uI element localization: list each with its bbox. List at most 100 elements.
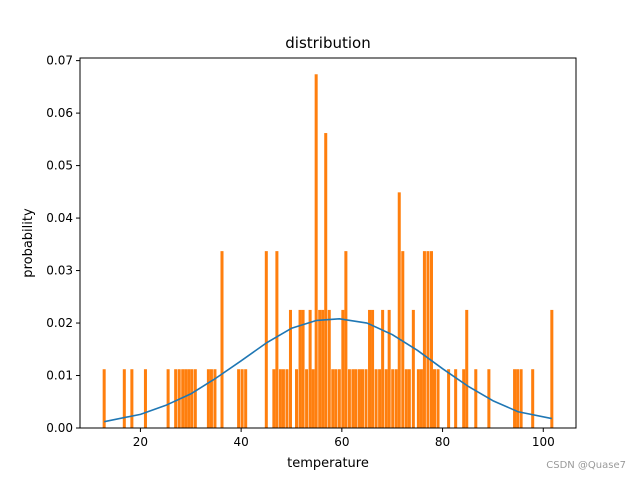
histogram-bar	[384, 369, 388, 428]
histogram-bar	[166, 369, 170, 428]
histogram-bar	[429, 251, 433, 428]
x-tick-label: 80	[435, 435, 450, 449]
histogram-bar	[220, 251, 224, 428]
histogram-bar	[381, 309, 385, 428]
histogram-bar	[308, 309, 312, 428]
histogram-bar	[213, 369, 217, 428]
histogram-bar	[416, 369, 420, 428]
histogram-bar	[181, 369, 185, 428]
histogram-bar	[419, 369, 423, 428]
histogram-bar	[288, 309, 292, 428]
histogram-bar	[281, 369, 285, 428]
histogram-bar	[432, 369, 437, 428]
y-tick-label: 0.02	[46, 316, 73, 330]
histogram-bar	[209, 369, 213, 428]
histogram-bar	[436, 369, 440, 428]
y-tick-label: 0.03	[46, 264, 73, 278]
y-axis-ticks: 0.00 0.01 0.02 0.03 0.04 0.05 0.06 0.07	[46, 54, 80, 435]
y-tick-label: 0.00	[46, 421, 73, 435]
histogram-bar	[364, 369, 368, 428]
histogram-bar	[454, 369, 458, 428]
histogram-bar	[360, 369, 364, 428]
histogram-bar	[311, 369, 315, 428]
x-tick-label: 20	[133, 435, 148, 449]
watermark: CSDN @Quase7	[546, 460, 626, 471]
histogram-bar	[143, 369, 147, 428]
histogram-bar	[130, 369, 134, 428]
histogram-bar	[550, 309, 554, 428]
histogram-bar	[305, 369, 309, 428]
histogram-bar	[474, 369, 478, 428]
density-curve-line	[104, 318, 552, 423]
histogram-bar	[513, 369, 517, 428]
x-axis-label: temperature	[287, 456, 369, 471]
y-tick-label: 0.05	[46, 159, 73, 173]
histogram-bar	[397, 192, 401, 428]
histogram-bar	[187, 369, 191, 428]
histogram-bar	[324, 133, 328, 429]
histogram-bar	[462, 369, 466, 428]
histogram-bar	[206, 369, 210, 428]
histogram-bar	[298, 309, 302, 428]
histogram-bar	[278, 369, 282, 428]
histogram-bar	[295, 369, 299, 428]
histogram-bar	[275, 251, 279, 428]
histogram-bar	[357, 369, 361, 428]
histogram-bar	[272, 369, 276, 428]
histogram-bar	[122, 369, 126, 428]
histogram-bar	[371, 309, 375, 428]
histogram-bar	[401, 251, 405, 428]
histogram-bar	[394, 369, 398, 428]
histogram-bar	[190, 369, 194, 428]
y-tick-label: 0.01	[46, 369, 73, 383]
histogram-bar	[102, 369, 106, 428]
histogram-bar	[516, 369, 520, 428]
histogram-bar	[354, 369, 358, 428]
histogram-bar	[318, 309, 322, 428]
histogram-bar	[327, 309, 331, 428]
histogram-bar	[301, 309, 305, 428]
histogram-bar	[531, 369, 535, 428]
y-tick-label: 0.04	[46, 211, 73, 225]
histogram-bar	[184, 369, 188, 428]
y-tick-label: 0.07	[46, 54, 73, 68]
histogram-bar	[374, 369, 378, 428]
y-tick-label: 0.06	[46, 106, 73, 120]
histogram-bar	[174, 369, 178, 428]
histogram-bar	[331, 369, 335, 428]
histogram-bar	[368, 309, 372, 428]
histogram-bar	[378, 369, 382, 428]
histogram-bar	[407, 369, 411, 428]
histogram-bar	[391, 369, 395, 428]
histogram-bar	[344, 251, 348, 428]
histogram-bar	[519, 369, 523, 428]
histogram-bar	[465, 309, 469, 428]
histogram-bar	[347, 369, 351, 428]
x-tick-label: 60	[334, 435, 349, 449]
x-tick-label: 100	[532, 435, 555, 449]
histogram-bar	[426, 251, 430, 428]
histogram-bar	[240, 369, 244, 428]
histogram-bar	[411, 309, 415, 428]
histogram-bar	[351, 369, 355, 428]
histogram-bar	[422, 251, 426, 428]
histogram-bar	[285, 369, 289, 428]
histogram-bar	[237, 369, 241, 428]
x-axis-ticks: 20 40 60 80 100	[133, 428, 555, 449]
y-axis-label: probability	[21, 208, 36, 278]
histogram-bar	[404, 369, 408, 428]
histogram-bar	[314, 74, 318, 429]
histogram-bar	[387, 309, 391, 428]
histogram-bar	[447, 369, 451, 428]
plot-frame	[79, 57, 577, 429]
x-tick-label: 40	[233, 435, 248, 449]
histogram-bar	[193, 369, 197, 428]
density-curve	[104, 318, 552, 423]
histogram-bar	[264, 251, 268, 428]
chart-title: distribution	[285, 34, 370, 52]
histogram-bar	[244, 369, 248, 428]
histogram-bar	[337, 369, 341, 428]
histogram-bar	[341, 309, 345, 428]
histogram-bar	[321, 309, 325, 428]
